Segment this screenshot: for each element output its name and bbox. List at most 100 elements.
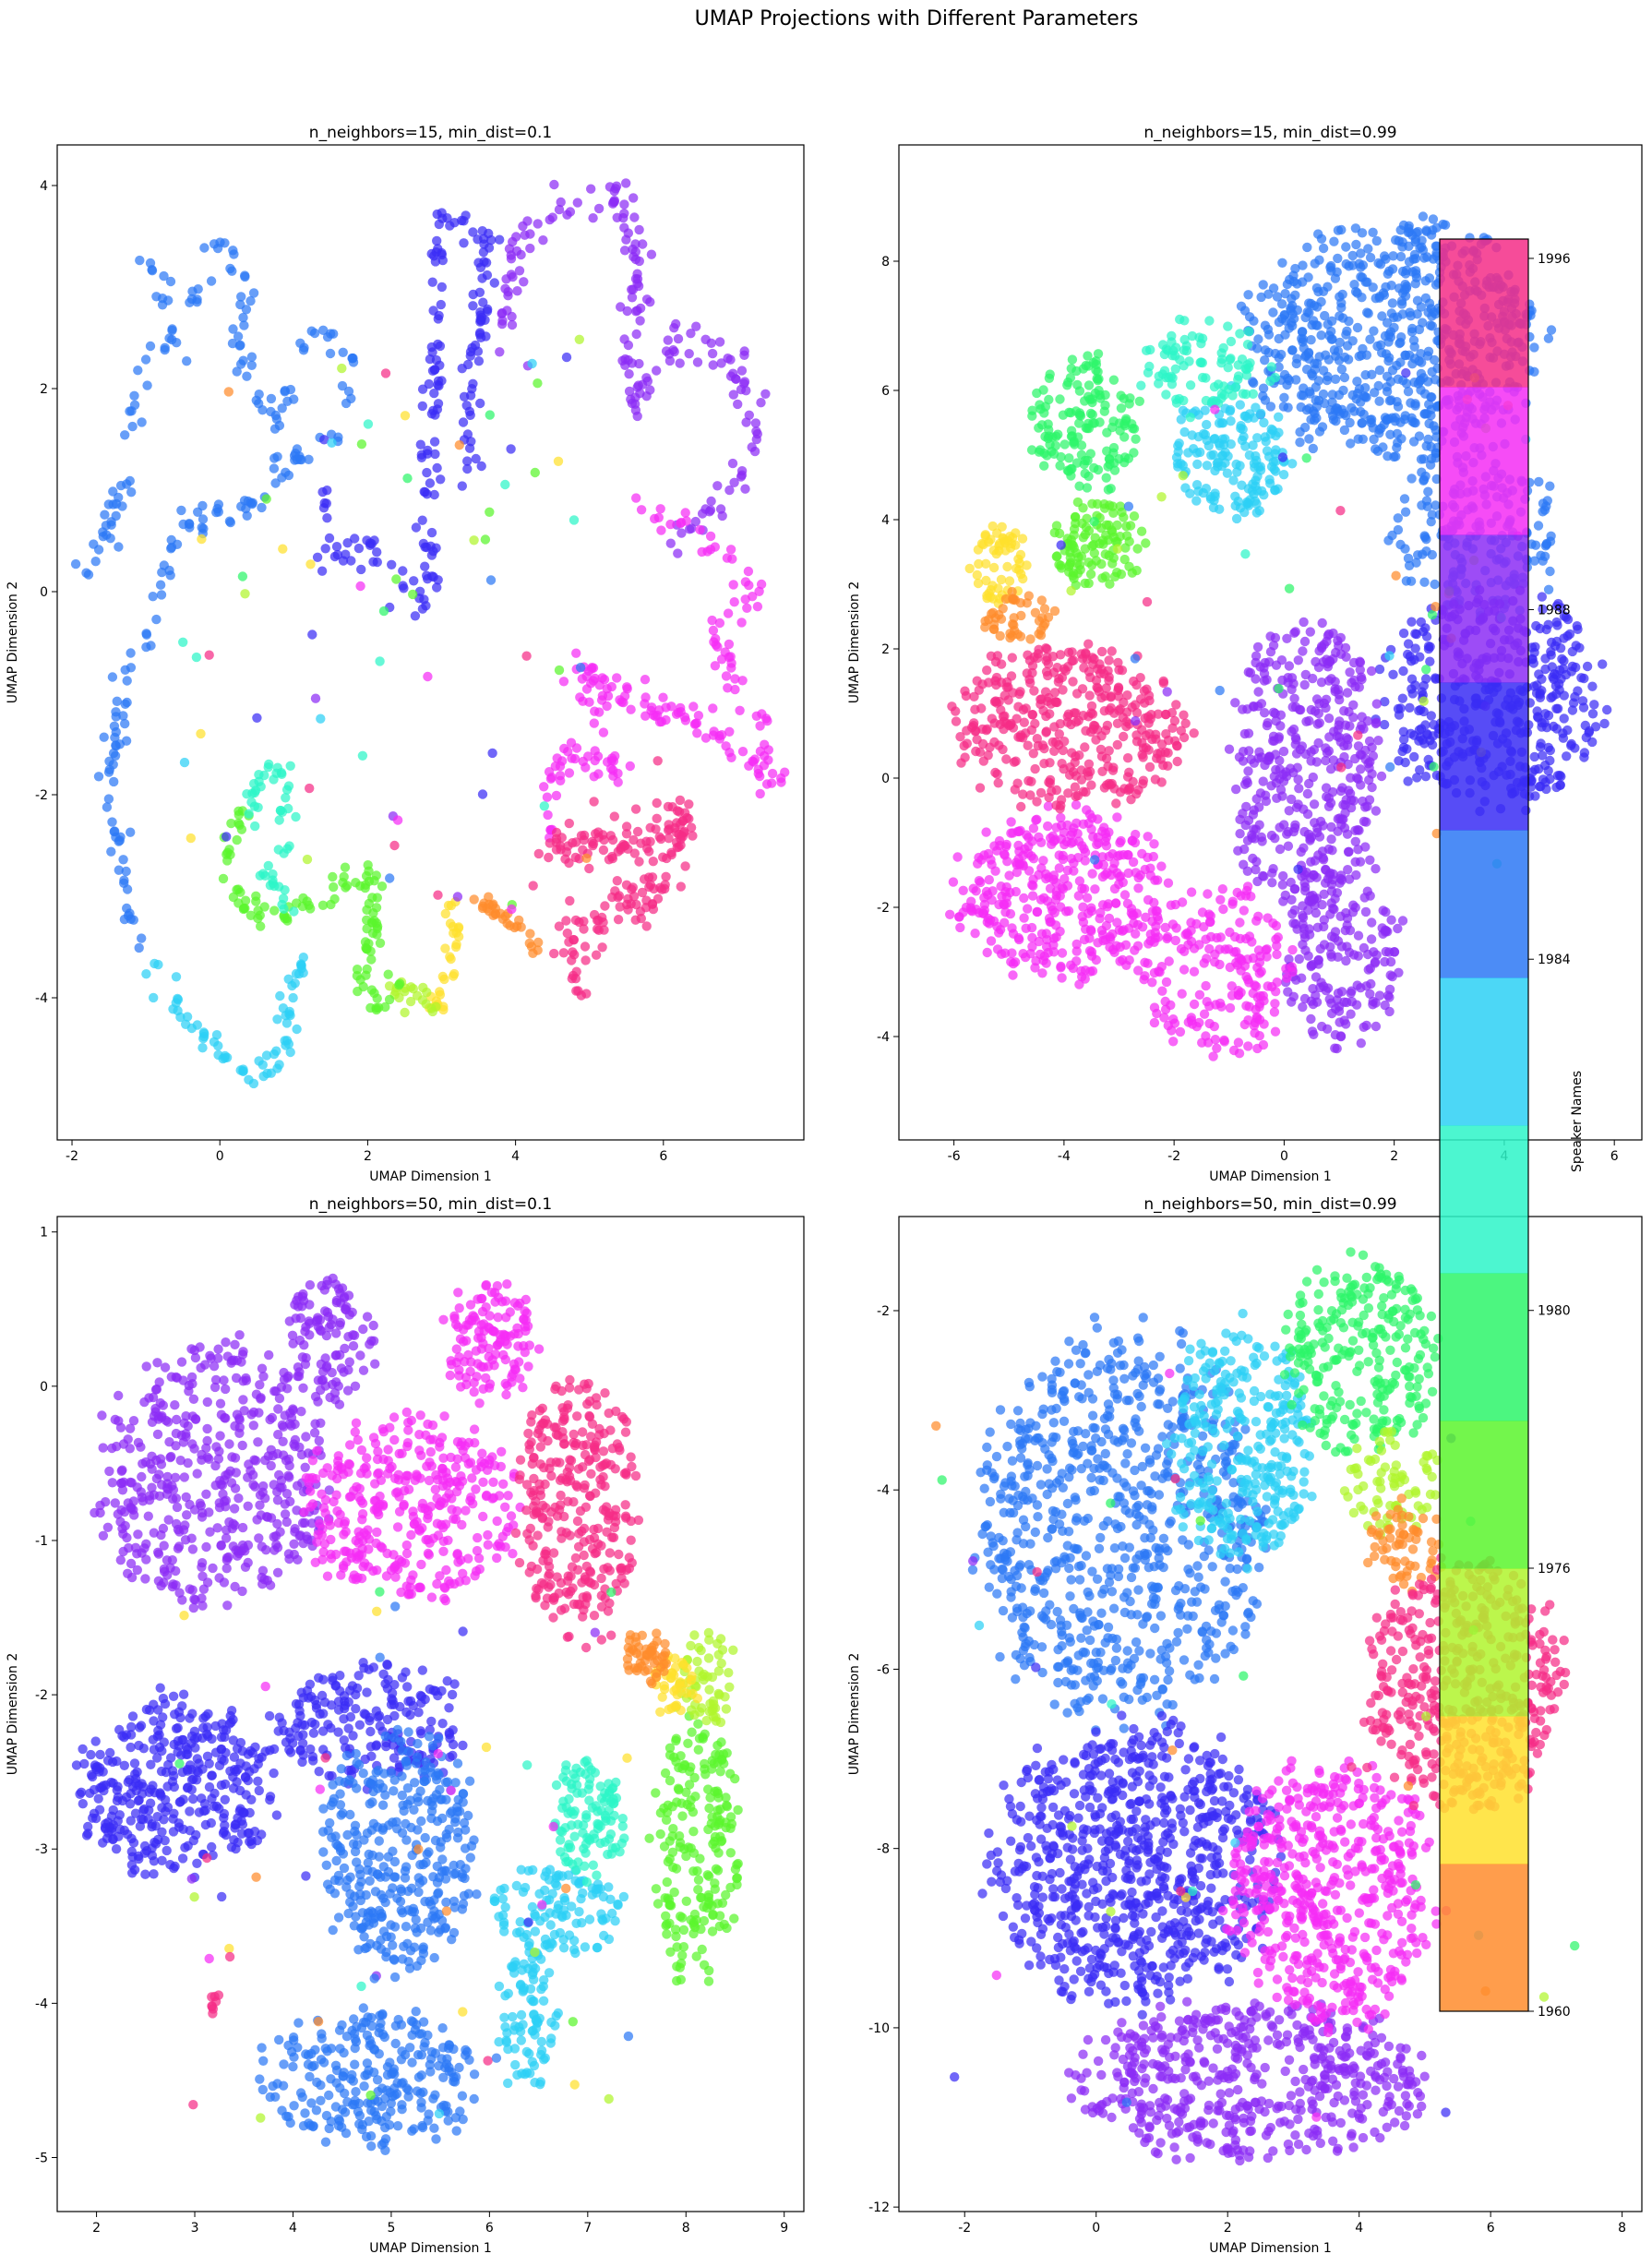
data-point bbox=[155, 580, 166, 590]
data-point bbox=[1083, 639, 1094, 649]
data-point bbox=[1539, 551, 1550, 561]
data-point bbox=[612, 212, 622, 222]
data-point bbox=[562, 928, 572, 939]
data-point bbox=[1161, 390, 1171, 400]
data-point bbox=[1196, 357, 1206, 367]
data-point bbox=[1562, 751, 1572, 761]
data-point bbox=[380, 1001, 390, 1013]
data-point bbox=[253, 913, 263, 924]
data-point bbox=[1141, 538, 1151, 548]
data-point bbox=[1059, 737, 1070, 747]
data-point bbox=[317, 566, 328, 576]
data-point bbox=[1086, 701, 1097, 712]
data-point bbox=[1115, 837, 1125, 848]
data-point bbox=[998, 744, 1008, 755]
data-point bbox=[1177, 897, 1188, 907]
data-point bbox=[1539, 505, 1550, 515]
data-point bbox=[1030, 607, 1041, 617]
data-point bbox=[1119, 512, 1129, 522]
data-point bbox=[446, 953, 456, 965]
data-point bbox=[167, 324, 177, 334]
data-point bbox=[108, 499, 118, 510]
data-point bbox=[1551, 617, 1562, 628]
data-point bbox=[615, 902, 625, 912]
data-point bbox=[385, 873, 395, 883]
data-point bbox=[1123, 501, 1134, 511]
data-point bbox=[1559, 713, 1569, 724]
data-point bbox=[1005, 720, 1016, 730]
data-point bbox=[1326, 879, 1337, 890]
data-point bbox=[1119, 925, 1129, 935]
data-point bbox=[1226, 336, 1237, 347]
data-point bbox=[1321, 350, 1331, 360]
data-point bbox=[1006, 817, 1016, 827]
data-point bbox=[525, 929, 535, 939]
data-point bbox=[431, 543, 441, 553]
data-point bbox=[1342, 341, 1353, 351]
y-tick-label: 2 bbox=[881, 642, 890, 657]
data-point bbox=[1051, 886, 1062, 896]
data-point bbox=[405, 996, 416, 1007]
data-point bbox=[995, 630, 1005, 641]
data-point bbox=[201, 1541, 211, 1553]
data-point bbox=[1420, 720, 1431, 730]
data-point bbox=[459, 238, 469, 248]
data-point bbox=[628, 193, 639, 203]
data-point bbox=[329, 551, 341, 562]
data-point bbox=[1142, 684, 1152, 694]
data-point bbox=[1540, 664, 1550, 675]
data-point bbox=[1242, 866, 1253, 876]
data-point bbox=[1081, 360, 1091, 371]
data-point bbox=[151, 614, 162, 625]
data-point bbox=[723, 683, 733, 693]
data-point bbox=[1143, 832, 1153, 842]
data-point bbox=[1401, 367, 1411, 378]
data-point bbox=[226, 818, 236, 829]
data-point bbox=[1258, 1039, 1269, 1050]
data-point bbox=[996, 574, 1007, 585]
data-point bbox=[1085, 766, 1095, 777]
data-point bbox=[1306, 996, 1317, 1006]
data-point bbox=[749, 446, 760, 457]
data-point bbox=[1378, 442, 1388, 452]
data-point bbox=[1270, 485, 1280, 496]
data-point bbox=[1004, 870, 1014, 881]
data-point bbox=[1290, 820, 1300, 830]
data-point bbox=[1321, 702, 1331, 713]
data-point bbox=[1359, 893, 1370, 903]
data-point bbox=[1376, 340, 1386, 350]
data-point bbox=[135, 255, 145, 266]
data-point bbox=[1351, 869, 1361, 881]
data-point bbox=[1311, 402, 1323, 412]
data-point bbox=[1036, 420, 1047, 430]
data-point bbox=[246, 352, 257, 362]
data-point bbox=[1156, 492, 1167, 502]
data-point bbox=[223, 387, 233, 397]
data-point bbox=[1314, 832, 1325, 842]
data-point bbox=[500, 479, 510, 490]
data-point bbox=[497, 316, 508, 326]
data-point bbox=[1356, 406, 1366, 417]
data-point bbox=[626, 704, 636, 714]
data-point bbox=[1224, 744, 1235, 754]
data-point bbox=[1543, 710, 1554, 721]
data-point bbox=[424, 378, 434, 390]
data-point bbox=[1360, 383, 1371, 393]
data-point bbox=[608, 765, 618, 775]
data-point bbox=[980, 531, 990, 541]
data-point bbox=[126, 663, 137, 673]
data-point bbox=[1085, 925, 1096, 935]
data-point bbox=[736, 617, 747, 628]
data-point bbox=[384, 981, 395, 991]
data-point bbox=[533, 219, 543, 229]
data-point bbox=[1226, 439, 1237, 450]
data-point bbox=[575, 663, 586, 673]
data-point bbox=[1081, 522, 1092, 533]
data-point bbox=[1376, 423, 1386, 434]
data-point bbox=[1284, 954, 1294, 965]
data-point bbox=[588, 838, 599, 849]
data-point bbox=[291, 898, 302, 908]
data-point bbox=[636, 505, 647, 515]
data-point bbox=[1365, 989, 1375, 1000]
